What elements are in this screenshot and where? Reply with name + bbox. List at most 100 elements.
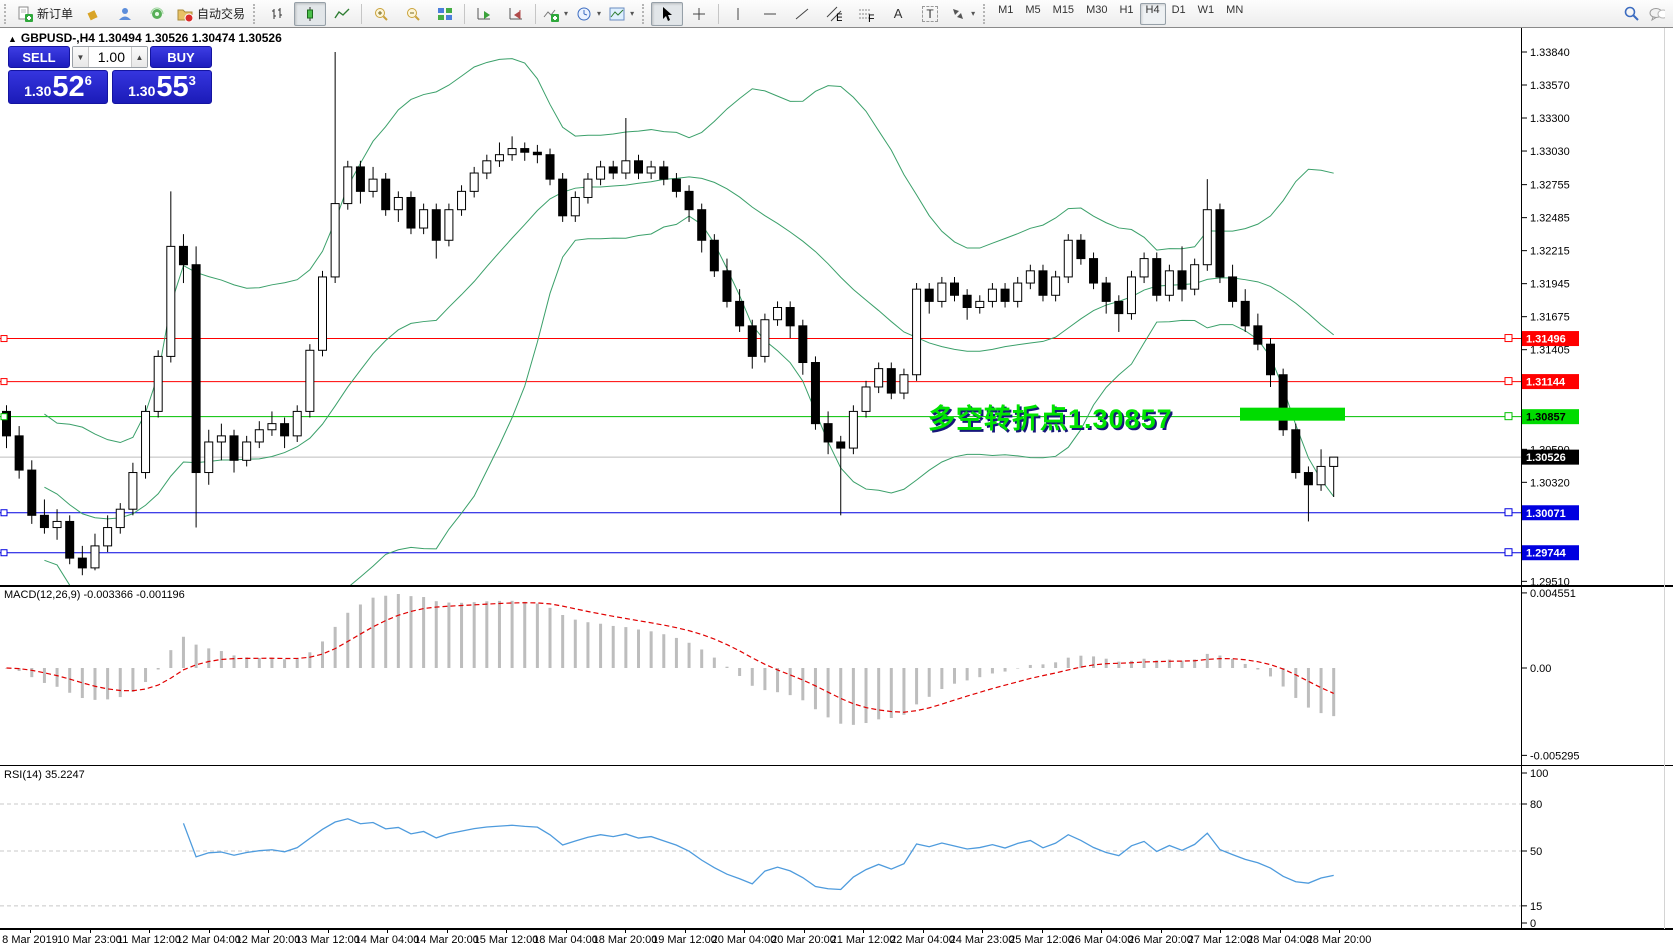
rsi-panel[interactable]: 100 80 50 15 0	[0, 766, 1673, 929]
rsi-canvas[interactable]: 100 80 50 15 0	[0, 766, 1673, 929]
cursor-icon	[659, 6, 675, 22]
main-chart-canvas[interactable]: 1.33840 1.33570 1.33300 1.33030 1.32755 1.324…	[0, 28, 1673, 586]
volume-decrease-button[interactable]: ▼	[73, 47, 89, 67]
templates-button[interactable]: ▾	[605, 2, 638, 26]
svg-text:1.29744: 1.29744	[1526, 548, 1567, 560]
timeframe-w1[interactable]: W1	[1197, 3, 1215, 16]
sell-price-display[interactable]: 1.30 52 6	[8, 70, 108, 104]
text-label-button[interactable]: T	[914, 2, 946, 26]
indicators-button[interactable]: ▾	[539, 2, 572, 26]
fibonacci-icon: F	[858, 6, 874, 22]
timeframe-m5[interactable]: M5	[1025, 3, 1041, 16]
search-icon[interactable]	[1623, 6, 1639, 22]
sell-button[interactable]: SELL	[8, 46, 70, 68]
main-chart-panel[interactable]: 1.33840 1.33570 1.33300 1.33030 1.32755 1.324…	[0, 28, 1673, 586]
community-chat-icon[interactable]	[1649, 6, 1665, 22]
profile-icon	[117, 6, 133, 22]
crosshair-icon	[691, 6, 707, 22]
new-order-icon	[17, 6, 33, 22]
chart-shift-button[interactable]	[500, 2, 532, 26]
time-axis-label: 24 Mar 23:00	[949, 934, 1015, 946]
time-axis-label: 28 Mar 04:00	[1247, 934, 1312, 946]
time-axis-label: 15 Mar 12:00	[473, 934, 539, 946]
time-axis-label: 13 Mar 12:00	[295, 934, 360, 946]
horizontal-line-button[interactable]	[754, 2, 786, 26]
candlestick-button[interactable]	[294, 1, 327, 26]
svg-text:1.31405: 1.31405	[1530, 345, 1570, 357]
new-order-button[interactable]: 新订单	[13, 2, 77, 26]
tile-windows-button[interactable]	[429, 2, 461, 26]
svg-text:1.30071: 1.30071	[1526, 508, 1566, 520]
time-axis-label: 21 Mar 12:00	[830, 934, 896, 946]
svg-text:1.33030: 1.33030	[1530, 146, 1570, 158]
time-axis-label: 12 Mar 20:00	[235, 934, 301, 946]
profiles-button[interactable]	[109, 2, 141, 26]
toolbar-grip[interactable]	[983, 3, 989, 24]
channel-button[interactable]: E	[818, 2, 850, 26]
toolbar-grip[interactable]	[642, 3, 648, 24]
arrows-icon	[950, 6, 966, 22]
trendline-icon	[794, 6, 810, 22]
sounds-button[interactable]	[141, 2, 173, 26]
macd-canvas[interactable]: 0.004551 0.00 -0.005295	[0, 586, 1673, 766]
volume-increase-button[interactable]: ▲	[131, 47, 147, 67]
vertical-line-button[interactable]	[722, 2, 754, 26]
bar-chart-icon	[270, 6, 286, 22]
arrows-button[interactable]: ▾	[946, 2, 979, 26]
fibonacci-button[interactable]: F	[850, 2, 882, 26]
text-button[interactable]: A	[882, 2, 914, 26]
buy-button[interactable]: BUY	[150, 46, 212, 68]
zoom-out-button[interactable]	[397, 2, 429, 26]
svg-text:1.32215: 1.32215	[1530, 246, 1570, 258]
timeframe-m15[interactable]: M15	[1052, 3, 1075, 16]
line-chart-button[interactable]	[326, 2, 358, 26]
timeframe-d1[interactable]: D1	[1171, 3, 1186, 16]
volume-input[interactable]: 1.00	[97, 49, 125, 65]
sell-price-prefix: 1.30	[24, 83, 52, 99]
timeframe-h4[interactable]: H4	[1139, 2, 1166, 25]
buy-price-display[interactable]: 1.30 55 3	[112, 70, 212, 104]
zoom-in-icon	[373, 6, 389, 22]
svg-text:0.00: 0.00	[1530, 663, 1551, 675]
svg-text:1.33300: 1.33300	[1530, 113, 1570, 125]
bar-chart-button[interactable]	[262, 2, 294, 26]
svg-text:1.33570: 1.33570	[1530, 80, 1570, 92]
templates-caret: ▾	[630, 9, 635, 18]
styler-button[interactable]: ◆	[77, 2, 109, 26]
trendline-button[interactable]	[786, 2, 818, 26]
zoom-out-icon	[405, 6, 421, 22]
toolbar-grip[interactable]	[4, 3, 10, 24]
toolbar-grip[interactable]	[253, 3, 259, 24]
indicators-icon	[543, 6, 560, 22]
symbol-header[interactable]: ▲ GBPUSD-,H4 1.30494 1.30526 1.30474 1.30…	[8, 31, 282, 45]
svg-text:E: E	[836, 12, 842, 22]
collapse-icon[interactable]: ▲	[8, 34, 17, 44]
timeframe-mn[interactable]: MN	[1226, 3, 1244, 16]
macd-label: MACD(12,26,9) -0.003366 -0.001196	[4, 589, 185, 601]
cursor-button[interactable]	[651, 1, 684, 26]
timeframe-m1[interactable]: M1	[998, 3, 1014, 16]
text-label-icon: T	[922, 5, 939, 22]
buy-price-prefix: 1.30	[128, 83, 156, 99]
svg-text:1.33840: 1.33840	[1530, 47, 1570, 59]
auto-scroll-button[interactable]	[468, 2, 500, 26]
timeframe-h1[interactable]: H1	[1119, 3, 1134, 16]
timeframe-m30[interactable]: M30	[1086, 3, 1108, 16]
time-axis[interactable]: 8 Mar 2019 10 Mar 23:00 11 Mar 12:00 12 Mar…	[0, 929, 1673, 950]
time-axis-label: 22 Mar 04:00	[890, 934, 955, 946]
arrows-caret: ▾	[971, 9, 976, 18]
time-axis-label: 20 Mar 04:00	[711, 934, 777, 946]
zoom-in-button[interactable]	[365, 2, 397, 26]
macd-panel[interactable]: 0.004551 0.00 -0.005295	[0, 586, 1673, 766]
time-axis-label: 28 Mar 20:00	[1306, 934, 1372, 946]
auto-trading-button[interactable]: 自动交易	[173, 2, 249, 26]
chart-shift-icon	[508, 6, 524, 22]
crosshair-button[interactable]	[683, 2, 715, 26]
time-axis-label: 20 Mar 20:00	[771, 934, 836, 946]
time-axis-label: 18 Mar 04:00	[533, 934, 598, 946]
svg-text:1.31496: 1.31496	[1526, 334, 1566, 346]
one-click-trading-panel: SELL ▼ 1.00 ▲ BUY 1.30 52 6 1.30 55 3	[8, 46, 212, 104]
time-axis-label: 26 Mar 04:00	[1068, 934, 1134, 946]
periods-button[interactable]: ▾	[572, 2, 605, 26]
